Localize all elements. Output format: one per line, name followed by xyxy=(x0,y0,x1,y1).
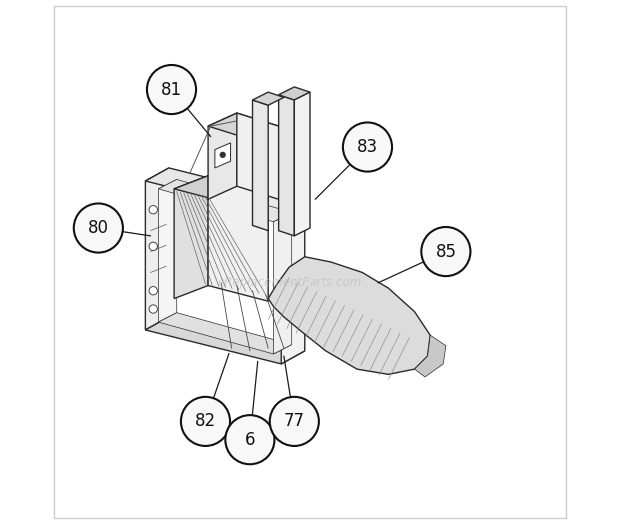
Circle shape xyxy=(181,397,230,446)
Text: 82: 82 xyxy=(195,412,216,430)
Circle shape xyxy=(147,65,196,114)
Text: eReplacementParts.com: eReplacementParts.com xyxy=(217,276,361,289)
Polygon shape xyxy=(208,113,237,199)
Polygon shape xyxy=(145,317,305,364)
Polygon shape xyxy=(208,113,278,139)
Text: 6: 6 xyxy=(245,431,255,449)
Polygon shape xyxy=(278,95,294,236)
Polygon shape xyxy=(237,113,278,199)
Polygon shape xyxy=(174,176,208,299)
Circle shape xyxy=(149,305,157,313)
Polygon shape xyxy=(145,168,305,215)
Polygon shape xyxy=(174,176,268,204)
Polygon shape xyxy=(145,168,169,330)
Polygon shape xyxy=(415,335,446,377)
Circle shape xyxy=(74,203,123,253)
Circle shape xyxy=(149,287,157,295)
Text: 81: 81 xyxy=(161,81,182,99)
Polygon shape xyxy=(159,179,291,222)
Circle shape xyxy=(149,242,157,250)
Polygon shape xyxy=(215,143,231,168)
Text: 85: 85 xyxy=(435,243,456,260)
Circle shape xyxy=(343,123,392,171)
Polygon shape xyxy=(273,212,291,354)
Polygon shape xyxy=(268,257,430,374)
Text: 77: 77 xyxy=(284,412,305,430)
Polygon shape xyxy=(159,179,177,322)
Circle shape xyxy=(270,397,319,446)
Polygon shape xyxy=(278,87,310,100)
Polygon shape xyxy=(294,92,310,236)
Circle shape xyxy=(225,415,275,464)
Circle shape xyxy=(149,205,157,214)
Polygon shape xyxy=(208,176,268,301)
Polygon shape xyxy=(252,92,284,105)
Text: 83: 83 xyxy=(357,138,378,156)
Circle shape xyxy=(219,152,226,158)
Polygon shape xyxy=(252,100,268,231)
Text: 80: 80 xyxy=(88,219,109,237)
Polygon shape xyxy=(281,202,305,364)
Circle shape xyxy=(422,227,471,276)
Polygon shape xyxy=(159,313,291,354)
